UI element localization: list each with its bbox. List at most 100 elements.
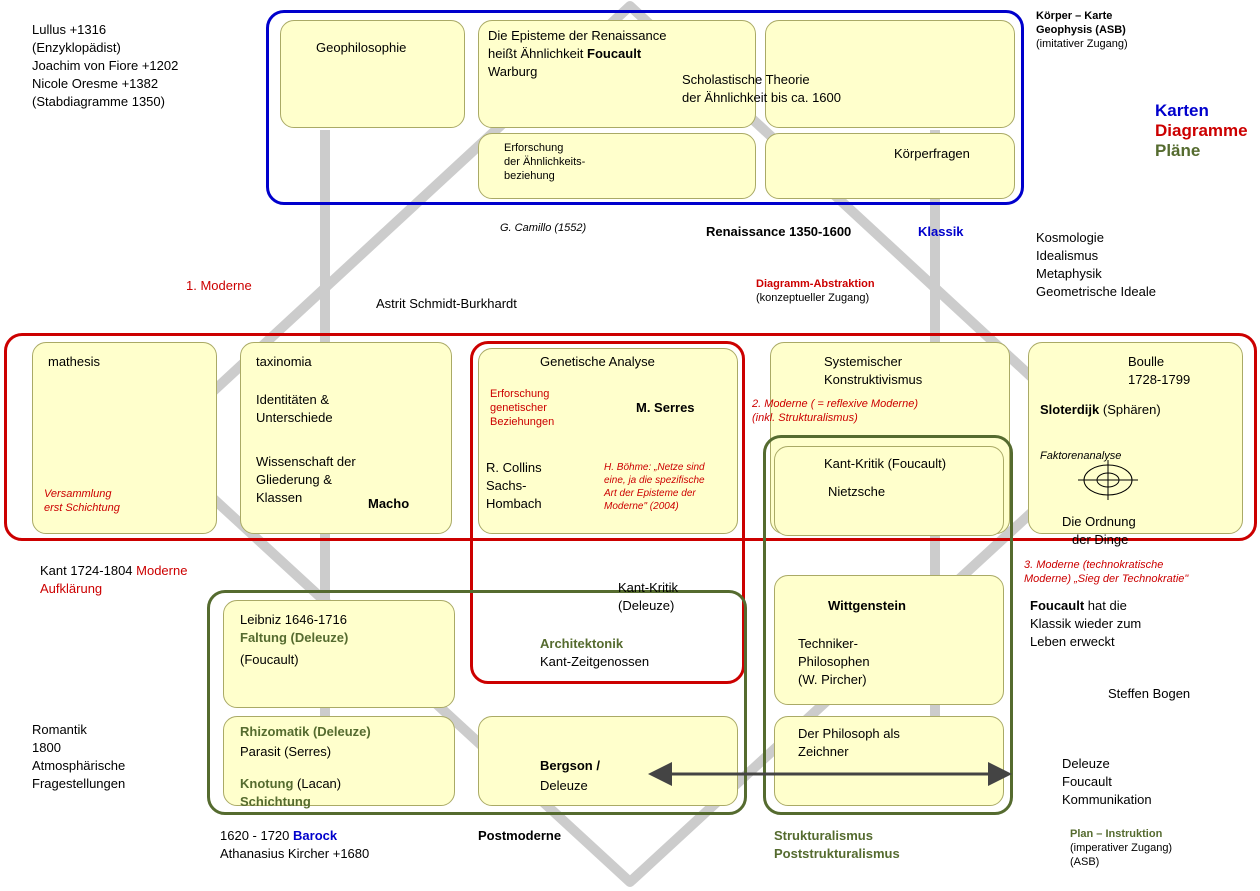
foucault-bold: Foucault: [1030, 598, 1084, 613]
koerper-karte-1: Körper – Karte: [1036, 10, 1112, 24]
koerperfragen: Körperfragen: [894, 146, 970, 162]
kommunikation: Kommunikation: [1062, 792, 1152, 808]
bergson-1: Bergson /: [540, 758, 600, 774]
foucault-paren: (Foucault): [240, 652, 299, 668]
leibniz: Leibniz 1646-1716: [240, 612, 347, 628]
episteme-2b: Foucault: [587, 46, 641, 61]
erforschung-3: beziehung: [504, 170, 555, 184]
title-diagramme: Diagramme: [1155, 120, 1248, 141]
ordnung-1: Die Ordnung: [1062, 514, 1136, 530]
boehme-1: H. Böhme: „Netze sind: [604, 462, 705, 475]
wissenschaft-3: Klassen: [256, 490, 302, 506]
sloterdijk-name: Sloterdijk: [1040, 402, 1099, 417]
kosmologie-4: Geometrische Ideale: [1036, 284, 1156, 300]
moderne-1: 1. Moderne: [186, 278, 252, 294]
schichtung: Schichtung: [240, 794, 311, 810]
mod3-a: 3. Moderne (technokratische: [1024, 559, 1163, 573]
barock-years: 1620 - 1720: [220, 828, 293, 843]
lullus-4: Nicole Oresme +1382: [32, 76, 158, 92]
mod2-b: (inkl. Strukturalismus): [752, 412, 858, 426]
mod3-b: Moderne) „Sieg der Technokratie": [1024, 573, 1188, 587]
boulle-1: Boulle: [1128, 354, 1164, 370]
plan-3: (ASB): [1070, 856, 1099, 870]
techniker-1: Techniker-: [798, 636, 858, 652]
erf-gen-1: Erforschung: [490, 388, 549, 402]
sloterdijk-sphaeren: (Sphären): [1099, 402, 1160, 417]
steffen-bogen: Steffen Bogen: [1108, 686, 1190, 702]
collins-1: R. Collins: [486, 460, 542, 476]
diagramm-abs-1: Diagramm-Abstraktion: [756, 278, 875, 292]
kant-years: Kant 1724-1804: [40, 563, 136, 578]
foucault-leben: Leben erweckt: [1030, 634, 1115, 650]
m-serres: M. Serres: [636, 400, 695, 416]
lullus-1: Lullus +1316: [32, 22, 106, 38]
rhizomatik: Rhizomatik (Deleuze): [240, 724, 371, 740]
mod2-a: 2. Moderne ( = reflexive Moderne): [752, 398, 918, 412]
knotung: Knotung (Lacan): [240, 776, 341, 792]
foucault-hat-2: hat die: [1084, 598, 1127, 613]
romantik-2: 1800: [32, 740, 61, 756]
postmoderne: Postmoderne: [478, 828, 561, 844]
boulle-2: 1728-1799: [1128, 372, 1190, 388]
renaissance: Renaissance 1350-1600: [706, 224, 851, 240]
techniker-2: Philosophen: [798, 654, 870, 670]
episteme-2a: heißt Ähnlichkeit: [488, 46, 587, 61]
taxinomia: taxinomia: [256, 354, 312, 370]
sloterdijk: Sloterdijk (Sphären): [1040, 402, 1161, 418]
plan-1: Plan – Instruktion: [1070, 828, 1162, 842]
erf-gen-2: genetischer: [490, 402, 547, 416]
bergson-2: Deleuze: [540, 778, 588, 794]
astrit: Astrit Schmidt-Burkhardt: [376, 296, 517, 312]
techniker-3: (W. Pircher): [798, 672, 867, 688]
syskon-1: Systemischer: [824, 354, 902, 370]
scholastik-1: Scholastische Theorie: [682, 72, 810, 88]
foucault-hat: Foucault hat die: [1030, 598, 1127, 614]
plan-2: (imperativer Zugang): [1070, 842, 1172, 856]
boehme-3: Art der Episteme der: [604, 488, 696, 501]
camillo: G. Camillo (1552): [500, 222, 586, 236]
episteme-2: heißt Ähnlichkeit Foucault: [488, 46, 641, 62]
wittgenstein: Wittgenstein: [828, 598, 906, 614]
genetische-analyse: Genetische Analyse: [540, 354, 655, 370]
kosmologie-1: Kosmologie: [1036, 230, 1104, 246]
nietzsche: Nietzsche: [828, 484, 885, 500]
barock: 1620 - 1720 Barock: [220, 828, 337, 844]
erf-gen-3: Beziehungen: [490, 416, 554, 430]
romantik-1: Romantik: [32, 722, 87, 738]
wissenschaft-2: Gliederung &: [256, 472, 332, 488]
philosoph-zeichner-1: Der Philosoph als: [798, 726, 900, 742]
faltung: Faltung (Deleuze): [240, 630, 348, 646]
kantkritik-fouc: Kant-Kritik (Foucault): [824, 456, 946, 472]
mathesis: mathesis: [48, 354, 100, 370]
moderne-red: Moderne: [136, 563, 187, 578]
faktorenanalyse: Faktorenanalyse: [1040, 450, 1121, 464]
koerper-karte-3: (imitativer Zugang): [1036, 38, 1128, 52]
collins-2: Sachs-: [486, 478, 526, 494]
lullus-5: (Stabdiagramme 1350): [32, 94, 165, 110]
foucault-klassik: Klassik wieder zum: [1030, 616, 1141, 632]
wissenschaft-1: Wissenschaft der: [256, 454, 356, 470]
kantkritik-del-1: Kant-Kritik: [618, 580, 678, 596]
strukturalismus-2: Poststrukturalismus: [774, 846, 900, 862]
erforschung-2: der Ähnlichkeits-: [504, 156, 585, 170]
lullus-3: Joachim von Fiore +1202: [32, 58, 178, 74]
diagram-canvas: { "colors": { "bg": "#ffffff", "yellow_f…: [0, 0, 1260, 891]
diagramm-abs-2: (konzeptueller Zugang): [756, 292, 869, 306]
lacan: (Lacan): [293, 776, 341, 791]
romantik-4: Fragestellungen: [32, 776, 125, 792]
episteme-3: Warburg: [488, 64, 537, 80]
klassik: Klassik: [918, 224, 964, 240]
ordnung-2: der Dinge: [1072, 532, 1128, 548]
scholastik-2: der Ähnlichkeit bis ca. 1600: [682, 90, 841, 106]
foucault-name: Foucault: [1062, 774, 1112, 790]
erforschung-1: Erforschung: [504, 142, 563, 156]
identitaeten-2: Unterschiede: [256, 410, 333, 426]
boehme-2: eine, ja die spezifische: [604, 475, 705, 488]
title-karten: Karten: [1155, 100, 1209, 121]
versammlung-2: erst Schichtung: [44, 502, 120, 516]
deleuze: Deleuze: [1062, 756, 1110, 772]
aufklaerung: Aufklärung: [40, 581, 102, 597]
kosmologie-2: Idealismus: [1036, 248, 1098, 264]
episteme-1: Die Episteme der Renaissance: [488, 28, 666, 44]
kosmologie-3: Metaphysik: [1036, 266, 1102, 282]
